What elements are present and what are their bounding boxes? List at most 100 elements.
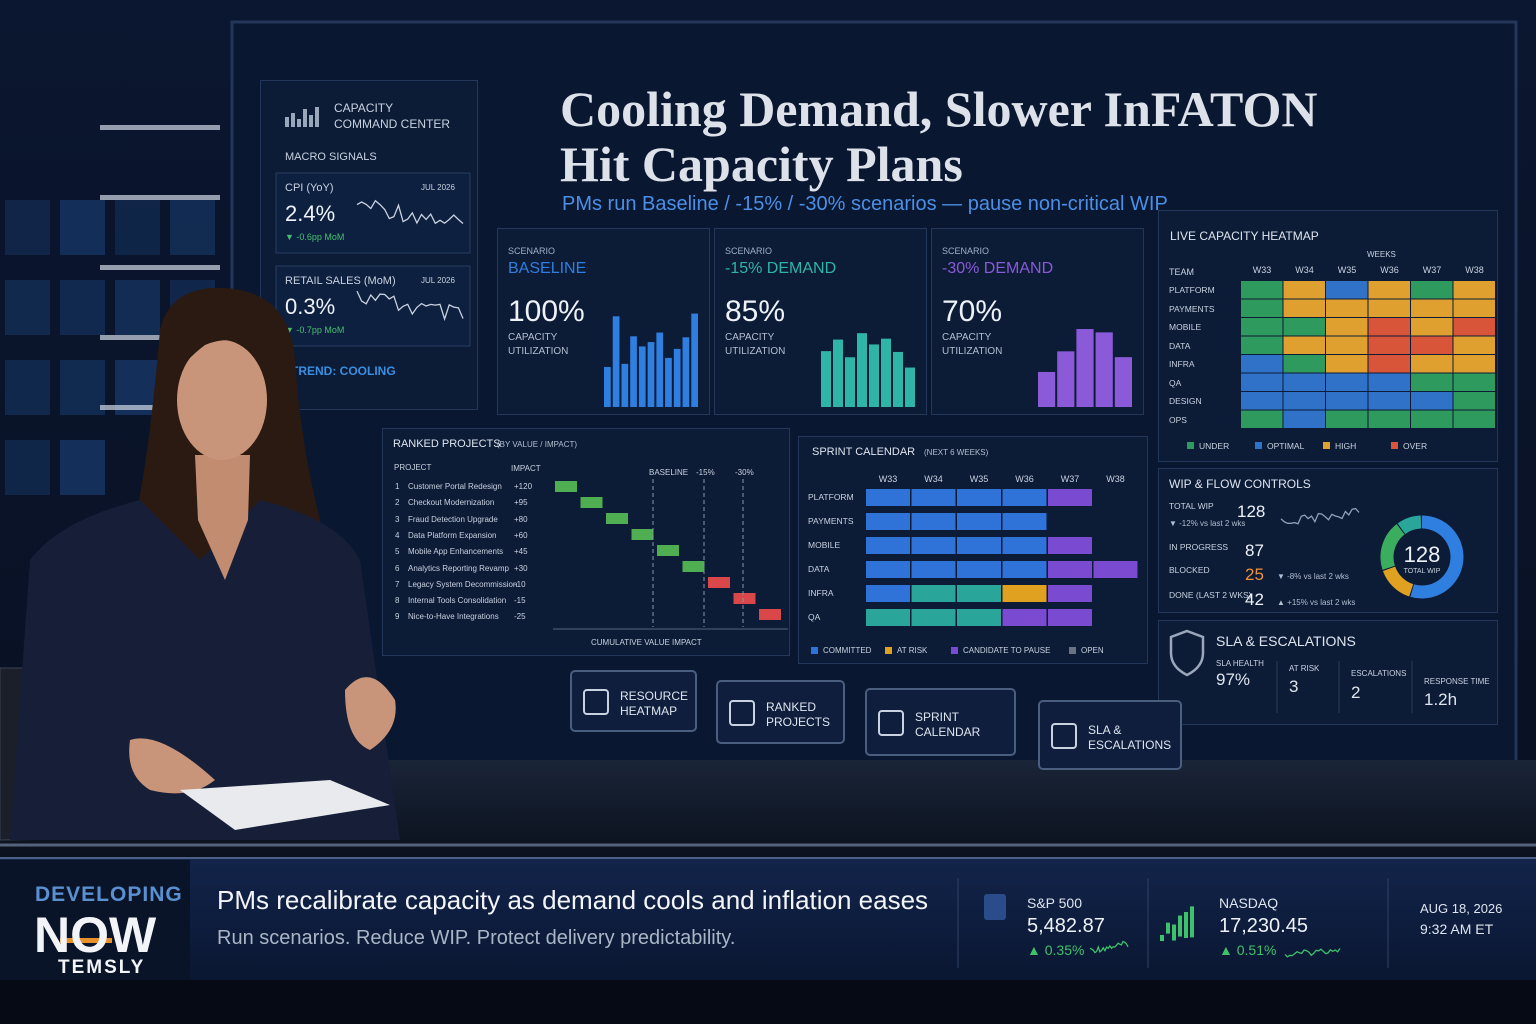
legend-label: CANDIDATE TO PAUSE xyxy=(963,646,1051,655)
sprint-cell xyxy=(866,561,910,578)
sprint-cell xyxy=(911,561,956,578)
market-name: NASDAQ xyxy=(1219,895,1279,911)
heatmap-cell xyxy=(1411,299,1453,317)
impact: +30 xyxy=(514,563,528,573)
face xyxy=(177,340,267,460)
sla-label: AT RISK xyxy=(1289,664,1320,673)
brand-icon-bar xyxy=(309,115,313,127)
team-label: TEAM xyxy=(1169,267,1195,277)
decor-bar xyxy=(612,316,620,407)
trend-label: TREND: COOLING xyxy=(291,364,396,378)
button-label: HEATMAP xyxy=(620,704,678,718)
impact: -25 xyxy=(514,612,526,622)
nav-button[interactable]: SLA & ESCALATIONS xyxy=(1038,700,1182,770)
decor-bar xyxy=(869,344,879,407)
icon-frame xyxy=(1051,723,1077,749)
legend-label: COMMITTED xyxy=(823,646,872,655)
ceiling-light xyxy=(100,125,220,130)
market-icon-bar xyxy=(1190,906,1194,938)
nav-button[interactable]: RANKED PROJECTS xyxy=(716,680,845,744)
scenario-label: SCENARIO xyxy=(725,246,773,256)
decor-bar xyxy=(1095,332,1113,407)
scenario-metric: UTILIZATION xyxy=(942,346,1003,357)
week-header: W34 xyxy=(1295,265,1314,275)
team-name: QA xyxy=(808,612,821,622)
impact: +45 xyxy=(514,547,528,557)
decor-bar xyxy=(682,337,690,407)
button-icon xyxy=(878,710,904,736)
headline-subtitle: PMs run Baseline / -15% / -30% scenarios… xyxy=(562,193,1168,215)
heatmap-cell xyxy=(1411,336,1453,354)
brand-top: DEVELOPING xyxy=(35,883,183,906)
impact: +95 xyxy=(514,498,528,508)
scenario-panel: SCENARIO -30% DEMAND 70% CAPACITY UTILIZATIO… xyxy=(931,228,1144,415)
rank: 3 xyxy=(395,514,400,524)
decor-bar xyxy=(821,351,831,407)
team-name: QA xyxy=(1169,377,1182,388)
brand-accent xyxy=(60,938,112,943)
sprint-cell xyxy=(957,489,1001,506)
scenario-metric: UTILIZATION xyxy=(725,346,786,357)
legend-swatch xyxy=(811,647,818,654)
button-label: RANKED xyxy=(766,700,817,714)
sprint-cell xyxy=(911,609,956,626)
button-icon xyxy=(729,700,755,726)
signal-change: ▼ -0.7pp MoM xyxy=(285,325,345,335)
heatmap-cell xyxy=(1283,299,1325,317)
wip-label: BLOCKED xyxy=(1169,565,1210,575)
decor-bar xyxy=(833,339,843,407)
heatmap-cell xyxy=(1283,410,1325,428)
decor-bar xyxy=(691,313,698,407)
waterfall xyxy=(553,479,788,630)
donut-segment xyxy=(1380,524,1405,570)
heatmap-cell xyxy=(1453,410,1495,428)
sprint-cell xyxy=(1048,537,1092,554)
ticker-time: 9:32 AM ET xyxy=(1420,921,1494,937)
button-label: RESOURCE xyxy=(620,689,689,703)
signal-date: JUL 2026 xyxy=(421,183,455,192)
scenario-bars xyxy=(604,313,698,407)
scenario-metric: CAPACITY xyxy=(725,332,775,343)
wip-panel: WIP & FLOW CONTROLS TOTAL WIP 128 ▼ -12% vs… xyxy=(1158,468,1498,613)
waterfall-step xyxy=(708,577,730,588)
legend-label: AT RISK xyxy=(897,646,928,655)
sparkline xyxy=(1280,507,1360,525)
weeks-label: WEEKS xyxy=(1367,250,1396,259)
legend-label: UNDER xyxy=(1199,441,1230,451)
office-window xyxy=(5,280,50,335)
decor-bar xyxy=(905,367,915,407)
blazer xyxy=(10,500,400,840)
sprint-cell xyxy=(957,513,1001,530)
nav-button[interactable]: SPRINT CALENDAR xyxy=(865,688,1016,756)
sparkline xyxy=(1089,940,1129,954)
market-icon xyxy=(984,894,1006,920)
scenario-metric: CAPACITY xyxy=(942,332,992,343)
decor-bar xyxy=(881,338,891,407)
project-name: Analytics Reporting Revamp xyxy=(408,563,509,573)
nav-button[interactable]: RESOURCE HEATMAP xyxy=(570,670,697,732)
icon-frame xyxy=(878,710,904,736)
heatmap-cell xyxy=(1283,392,1325,410)
heatmap-cell xyxy=(1453,355,1495,373)
heatmap-cell xyxy=(1283,318,1325,336)
panel-title: RANKED PROJECTS xyxy=(393,438,501,450)
heatmap-cell xyxy=(1326,336,1368,354)
decor-bar xyxy=(630,336,637,407)
team-name: PAYMENTS xyxy=(1169,303,1215,314)
heatmap-cell xyxy=(1411,392,1453,410)
brand-text: COMMAND CENTER xyxy=(334,117,450,131)
sprint-cell xyxy=(911,585,956,602)
button-icon xyxy=(1051,723,1077,749)
waterfall-step xyxy=(682,561,705,572)
week-header: W38 xyxy=(1465,265,1484,275)
heatmap-cell xyxy=(1326,392,1368,410)
brand-icon-bar xyxy=(315,107,319,127)
scenario-label: SCENARIO xyxy=(942,246,990,256)
impact: +80 xyxy=(514,514,528,524)
signal-value: 0.3% xyxy=(285,294,336,319)
signal-card xyxy=(275,265,471,347)
scenario-name: BASELINE xyxy=(508,260,587,277)
sprint-cell xyxy=(911,537,956,554)
sprint-cell xyxy=(866,489,910,506)
project-name: Legacy System Decommission xyxy=(408,579,518,589)
